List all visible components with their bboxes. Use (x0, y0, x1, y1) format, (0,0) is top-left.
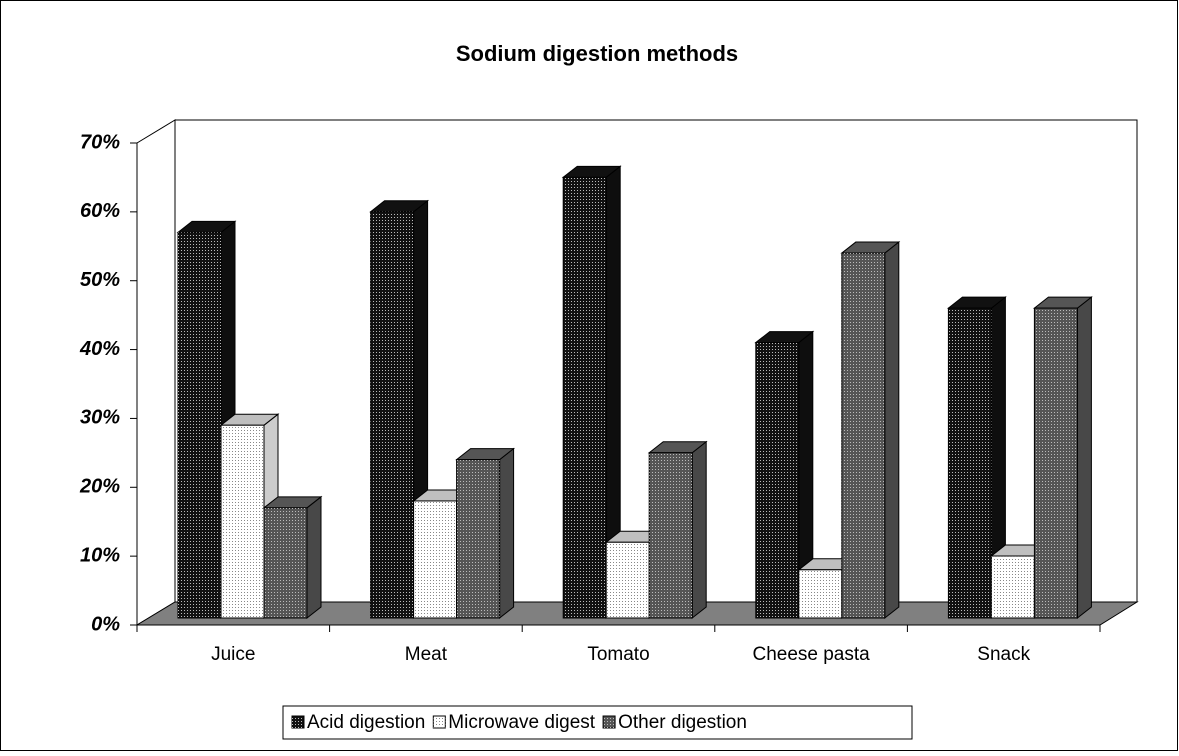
legend-swatch-texture (292, 716, 304, 728)
bar-texture (798, 569, 842, 618)
bar-texture (948, 308, 992, 618)
legend-swatch-texture (433, 716, 446, 728)
legend (282, 705, 913, 740)
bar-side (306, 495, 322, 620)
bar (1032, 296, 1093, 620)
x-tick-label: Snack (977, 644, 1030, 665)
bar-texture (755, 342, 799, 618)
bar (840, 241, 901, 620)
y-tick-label: 20% (79, 476, 120, 498)
x-tick-label: Meat (405, 644, 448, 665)
bar-side (1076, 296, 1092, 620)
bar-side (499, 447, 515, 620)
bar (754, 330, 815, 620)
y-tick-label: 60% (80, 200, 120, 222)
bar-texture (413, 500, 457, 618)
x-tick-label: Cheese pasta (752, 644, 870, 665)
bar-side (691, 440, 707, 620)
bar-texture (370, 211, 414, 618)
y-tick-label: 10% (80, 544, 120, 566)
bar (561, 165, 622, 620)
bar (262, 495, 323, 620)
y-tick-label: 30% (80, 407, 120, 429)
legend-label: Acid digestion (307, 712, 425, 733)
bar-texture (178, 232, 221, 618)
bar-texture (221, 425, 264, 618)
side-wall (136, 119, 176, 626)
bar-texture (991, 556, 1035, 618)
bar-texture (1034, 308, 1078, 618)
legend-swatch-texture (603, 716, 616, 728)
bar (455, 447, 516, 620)
bar-side (884, 241, 900, 620)
bar-texture (563, 177, 607, 619)
legend-label: Microwave digest (448, 712, 595, 733)
bar (647, 440, 708, 620)
bar-texture (606, 542, 650, 618)
y-tick-label: 50% (80, 269, 120, 291)
bar-texture (649, 452, 693, 618)
bar-texture (841, 253, 885, 619)
bar-texture (456, 459, 500, 618)
bar (176, 220, 237, 620)
bar (946, 296, 1007, 620)
x-tick-label: Juice (211, 644, 255, 665)
y-tick-label: 0% (91, 613, 120, 635)
y-tick-label: 70% (80, 131, 120, 153)
chart-title: Sodium digestion methods (456, 41, 738, 66)
legend-label: Other digestion (618, 712, 747, 733)
y-tick-label: 40% (79, 338, 120, 360)
bar (369, 199, 430, 620)
bar-texture (264, 507, 307, 618)
x-tick-label: Tomato (587, 644, 649, 665)
